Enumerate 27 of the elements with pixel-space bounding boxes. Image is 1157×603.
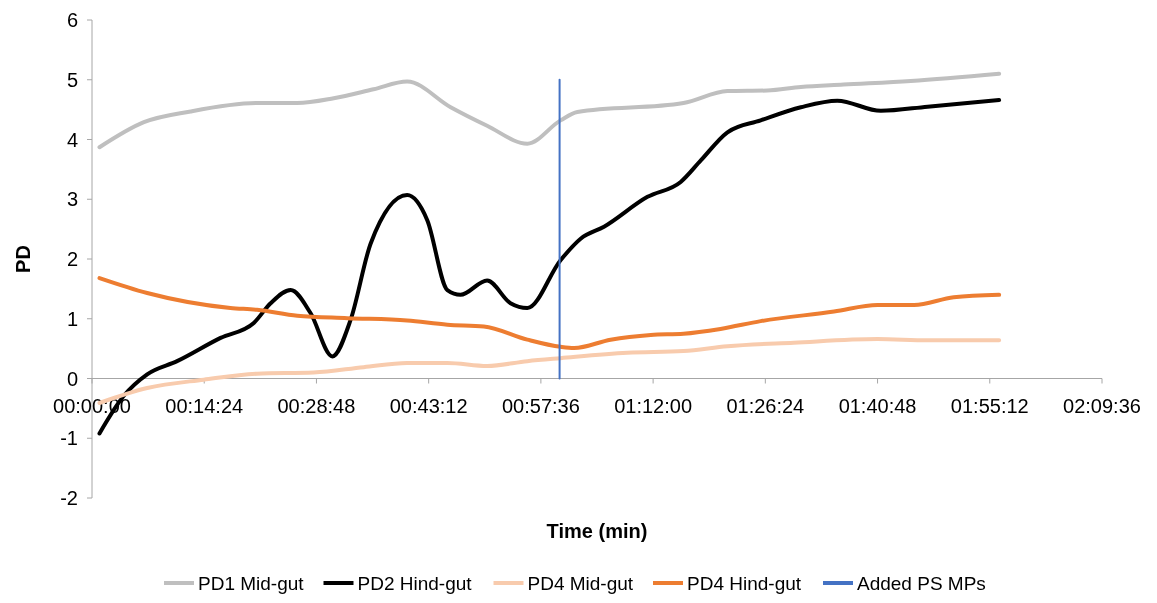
x-axis-title: Time (min): [546, 520, 648, 542]
y-tick-label: 3: [66, 188, 78, 211]
line-series: [97, 276, 1002, 351]
y-tick-label: 5: [66, 68, 78, 91]
x-tick-label: 02:09:36: [1063, 394, 1141, 417]
y-tick-label: 2: [66, 248, 78, 270]
legend-label: Added PS MPs: [857, 572, 986, 594]
x-tick-label: 00:57:36: [501, 394, 580, 417]
y-tick-label: -1: [60, 427, 78, 450]
x-tick-label: 01:40:48: [838, 394, 917, 417]
y-axis-title: PD: [12, 245, 34, 273]
legend-label: PD4 Mid-gut: [527, 572, 634, 594]
x-tick-label: 00:43:12: [389, 394, 468, 417]
x-tick-label: 00:28:48: [277, 394, 356, 417]
y-tick-label: 6: [66, 9, 78, 31]
x-tick-label: 00:14:24: [165, 394, 244, 417]
legend-label: PD2 Hind-gut: [357, 572, 473, 594]
x-tick-label: 01:55:12: [950, 394, 1029, 417]
y-tick-label: -2: [60, 487, 78, 509]
y-tick-label: 0: [66, 367, 78, 390]
y-tick-label: 4: [66, 128, 78, 151]
legend-label: PD1 Mid-gut: [198, 572, 305, 594]
line-series: [97, 71, 1002, 150]
legend-label: PD4 Hind-gut: [687, 572, 802, 594]
x-tick-label: 01:26:24: [726, 394, 805, 417]
x-tick-label: 01:12:00: [614, 394, 693, 417]
y-tick-label: 1: [66, 307, 78, 330]
